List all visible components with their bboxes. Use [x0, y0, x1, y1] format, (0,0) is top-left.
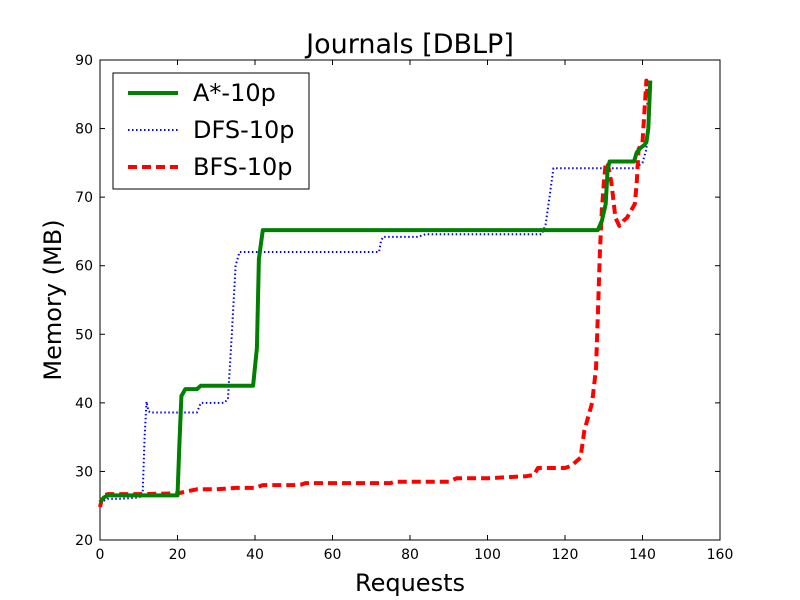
y-tick-label: 70: [75, 190, 93, 206]
x-tick-label: 20: [169, 547, 187, 563]
x-tick-label: 140: [629, 547, 656, 563]
y-tick-label: 80: [75, 122, 93, 138]
y-axis-label: Memory (MB): [39, 219, 67, 380]
y-tick-label: 50: [75, 327, 93, 343]
x-tick-label: 80: [401, 547, 419, 563]
legend-label: BFS-10p: [193, 153, 293, 181]
legend: A*-10p DFS-10p BFS-10p: [112, 72, 310, 190]
y-tick-label: 20: [75, 533, 93, 549]
legend-label: A*-10p: [193, 79, 276, 107]
x-tick-label: 0: [96, 547, 105, 563]
chart-title: Journals [DBLP]: [304, 29, 514, 60]
series-lines: [98, 78, 653, 508]
legend-label: DFS-10p: [193, 116, 295, 144]
series-line-bfs-10p: [98, 78, 651, 508]
series-line-dfs-10p: [99, 80, 652, 504]
y-tick-label: 30: [75, 464, 93, 480]
x-tick-label: 160: [707, 547, 734, 563]
x-tick-label: 40: [246, 547, 264, 563]
x-tick-label: 120: [552, 547, 579, 563]
x-tick-label: 100: [474, 547, 501, 563]
y-tick-label: 40: [75, 396, 93, 412]
y-tick-label: 90: [75, 53, 93, 69]
series-line-a-10p: [98, 80, 653, 504]
x-axis-label: Requests: [355, 569, 465, 597]
y-tick-label: 60: [75, 259, 93, 275]
x-tick-label: 60: [324, 547, 342, 563]
